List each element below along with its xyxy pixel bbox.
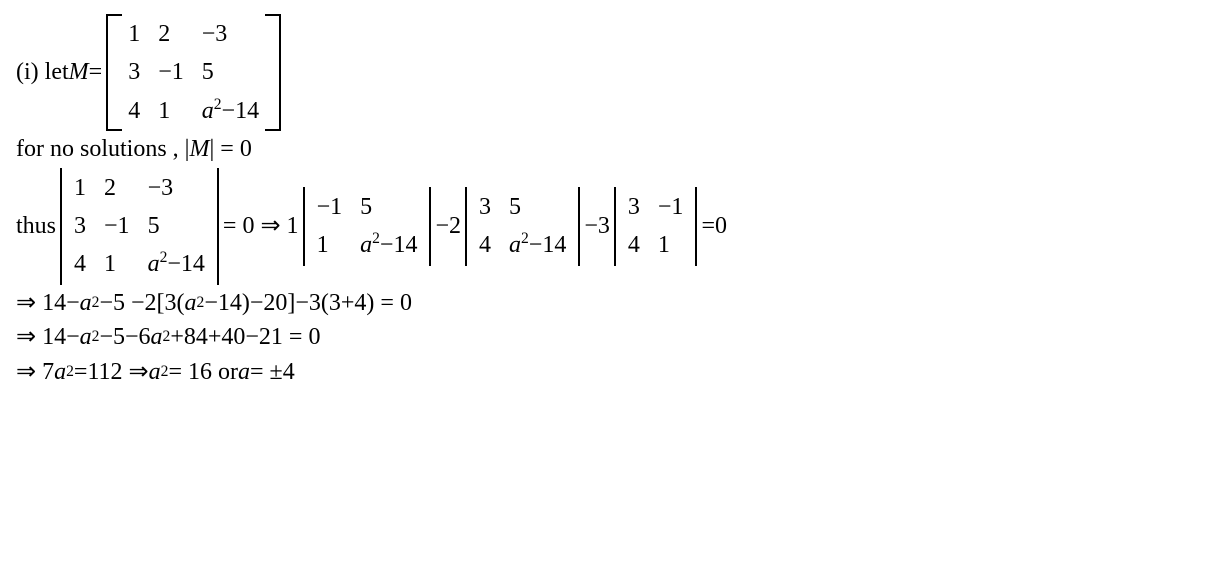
text: thus [16,210,56,242]
det-B: −1 5 1 a2−14 [303,187,432,266]
matrix-grid: 1 2 −3 3 −1 5 4 1 a2−14 [68,168,211,285]
cell: 3 [479,191,491,223]
cell: −1 [317,191,343,223]
cell: −3 [148,172,205,204]
cell: 5 [509,191,566,223]
matrix-grid: 1 2 −3 3 −1 5 4 1 a2−14 [122,14,265,131]
cell: −3 [202,18,259,50]
var-a: a [80,287,92,319]
cell: a2−14 [148,248,205,280]
cell: 1 [104,248,130,280]
matrix-grid: 3 5 4 a2−14 [473,187,572,266]
text: −2 [435,210,461,242]
line-5: ⇒ 14− a2 −5−6 a2 +84+40−21 = 0 [16,321,1208,353]
var-a: a [54,356,66,388]
text: =0 [701,210,727,242]
line-1: (i) let M = 1 2 −3 3 −1 5 4 1 a2−14 [16,14,1208,131]
cell: −1 [158,56,184,88]
cell: 3 [128,56,140,88]
bar-right [689,187,697,266]
cell: 4 [479,229,491,261]
text: =112 ⇒ [74,356,149,388]
var-a: a [238,356,250,388]
det-C: 3 5 4 a2−14 [465,187,580,266]
cell: 1 [158,95,184,127]
text: −3 [584,210,610,242]
text: −14)−20]−3(3+4) = 0 [204,287,412,319]
cell: 1 [317,229,343,261]
bar-left [465,187,473,266]
var-a: a [185,287,197,319]
matrix-grid: −1 5 1 a2−14 [311,187,424,266]
line-4: ⇒ 14− a2 −5 −2[3( a2 −14)−20]−3(3+4) = 0 [16,287,1208,319]
det-D: 3 −1 4 1 [614,187,698,266]
text: for no solutions , | [16,133,189,165]
cell: a2−14 [509,229,566,261]
var-M: M [189,133,209,165]
bar-left [303,187,311,266]
var-a: a [149,356,161,388]
bar-right [572,187,580,266]
cell: a2−14 [202,95,259,127]
var-M: M [69,56,89,88]
bracket-right [265,14,281,131]
cell: 2 [104,172,130,204]
text: ⇒ 7 [16,356,54,388]
var-a: a [151,321,163,353]
cell: −1 [658,191,684,223]
line-6: ⇒ 7 a2 =112 ⇒ a2 = 16 or a = ±4 [16,356,1208,388]
cell: 4 [128,95,140,127]
text: (i) let [16,56,69,88]
var-a: a [80,321,92,353]
cell: 2 [158,18,184,50]
cell: 5 [202,56,259,88]
text: +84+40−21 = 0 [170,321,320,353]
det-A: 1 2 −3 3 −1 5 4 1 a2−14 [60,168,219,285]
text: −5−6 [99,321,150,353]
text: = [89,56,103,88]
bar-left [614,187,622,266]
cell: 5 [360,191,417,223]
cell: 5 [148,210,205,242]
bracket-left [106,14,122,131]
text: = 0 ⇒ 1 [223,210,299,242]
cell: 4 [74,248,86,280]
cell: 1 [658,229,684,261]
cell: 3 [628,191,640,223]
text: = 16 or [168,356,238,388]
bar-right [211,168,219,285]
text: = ±4 [250,356,295,388]
cell: a2−14 [360,229,417,261]
line-2: for no solutions , | M | = 0 [16,133,1208,165]
bar-left [60,168,68,285]
text: | = 0 [209,133,251,165]
text: −5 −2[3( [99,287,184,319]
cell: −1 [104,210,130,242]
bar-right [423,187,431,266]
matrix-A: 1 2 −3 3 −1 5 4 1 a2−14 [106,14,281,131]
cell: 1 [128,18,140,50]
line-3: thus 1 2 −3 3 −1 5 4 1 a2−14 = 0 ⇒ 1 −1 … [16,168,1208,285]
text: ⇒ 14− [16,321,80,353]
cell: 4 [628,229,640,261]
cell: 1 [74,172,86,204]
text: ⇒ 14− [16,287,80,319]
cell: 3 [74,210,86,242]
matrix-grid: 3 −1 4 1 [622,187,690,266]
